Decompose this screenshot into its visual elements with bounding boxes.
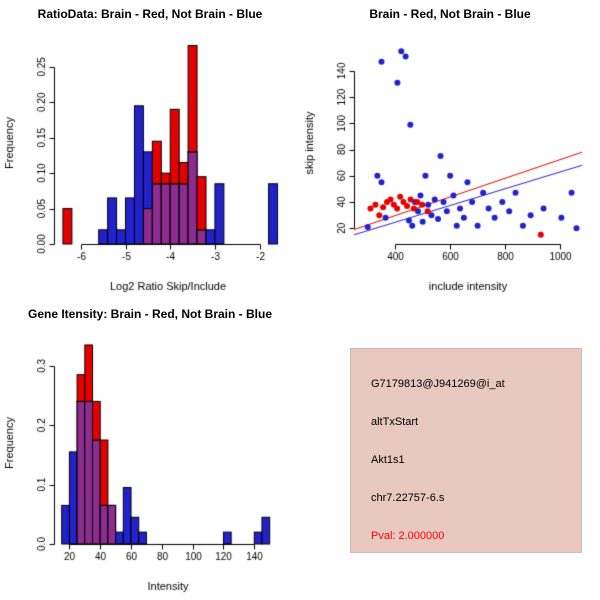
gene-intensity-histogram-title: Gene Itensity: Brain - Red, Not Brain - … [27,307,273,321]
gene-symbol-text: Akt1s1 [371,454,405,466]
intensity-scatter-title: Brain - Red, Not Brain - Blue [369,7,531,21]
genomic-location-text: chr7.22757-6.s [371,492,445,504]
ratio-histogram-panel: RatioData: Brain - Red, Not Brain - Blue [0,0,300,300]
pval-text: Pval: 2.000000 [371,530,445,542]
probe-id-text: G7179813@J941269@i_at [371,378,505,390]
intensity-scatter-canvas [300,0,600,300]
gene-intensity-histogram-canvas [0,300,300,600]
ratio-histogram-title: RatioData: Brain - Red, Not Brain - Blue [37,7,263,21]
gene-intensity-histogram-panel: Gene Itensity: Brain - Red, Not Brain - … [0,300,300,600]
event-info-panel: G7179813@J941269@i_at altTxStart Akt1s1 … [350,348,582,553]
event-type-text: altTxStart [371,416,419,428]
intensity-scatter-panel: Brain - Red, Not Brain - Blue [300,0,600,300]
ratio-histogram-canvas [0,0,300,300]
